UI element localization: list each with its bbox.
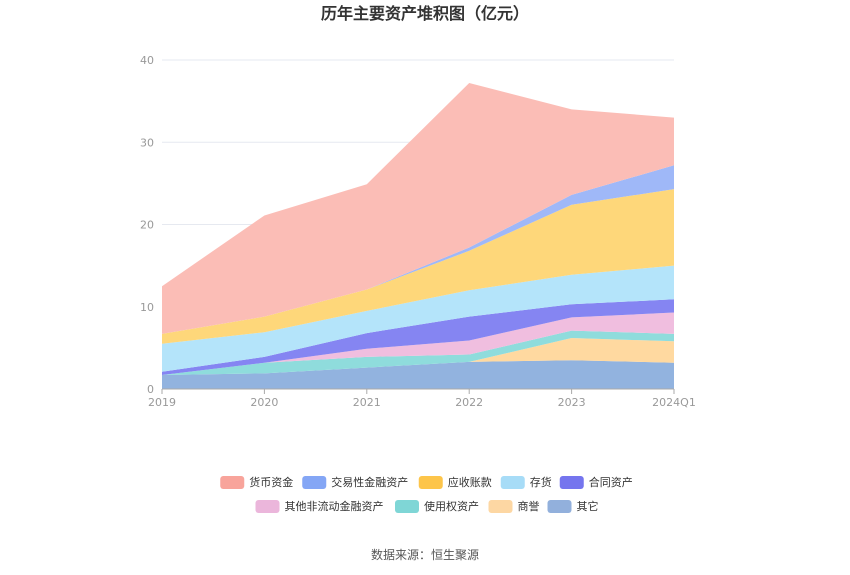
legend-label: 其它 — [577, 499, 599, 513]
legend-label: 存货 — [530, 475, 552, 489]
y-tick-label: 0 — [147, 383, 154, 396]
area-商誉 — [162, 338, 674, 375]
legend-swatch — [418, 476, 443, 489]
area-其它 — [162, 360, 674, 389]
legend-swatch — [547, 500, 572, 513]
legend-label: 其他非流动金融资产 — [285, 499, 384, 513]
legend-label: 货币资金 — [249, 475, 293, 489]
x-tick-label: 2022 — [455, 396, 483, 409]
y-tick-label: 30 — [140, 136, 154, 149]
x-tick-label: 2023 — [558, 396, 586, 409]
source-note: 数据来源：恒生聚源 — [371, 547, 479, 562]
area-货币资金 — [162, 83, 674, 334]
legend-item: 其他非流动金融资产 — [255, 499, 384, 513]
legend-label: 合同资产 — [589, 475, 633, 489]
legend-label: 使用权资产 — [424, 499, 479, 513]
area-应收账款 — [162, 189, 674, 344]
legend-swatch — [559, 476, 584, 489]
legend-item: 交易性金融资产 — [302, 475, 408, 489]
legend-swatch — [500, 476, 525, 489]
legend-label: 交易性金融资产 — [331, 475, 408, 489]
x-tick-label: 2020 — [250, 396, 278, 409]
legend-swatch — [255, 500, 280, 513]
chart-title: 历年主要资产堆积图（亿元） — [321, 4, 529, 23]
legend-item: 其它 — [547, 499, 599, 513]
legend-item: 使用权资产 — [395, 499, 479, 513]
x-tick-label: 2024Q1 — [652, 396, 696, 409]
legend-item: 应收账款 — [418, 475, 492, 489]
y-tick-label: 10 — [140, 301, 154, 314]
area-交易性金融资产 — [162, 165, 674, 334]
legend-swatch — [488, 500, 513, 513]
area-series — [162, 83, 674, 389]
y-tick-label: 20 — [140, 219, 154, 232]
legend-swatch — [220, 476, 245, 489]
legend-swatch — [302, 476, 327, 489]
legend-item: 存货 — [500, 475, 552, 489]
area-其他非流动金融资产 — [162, 312, 674, 375]
legend-item: 合同资产 — [559, 475, 633, 489]
area-使用权资产 — [162, 330, 674, 375]
legend-label: 应收账款 — [448, 475, 492, 489]
legend-item: 货币资金 — [220, 475, 293, 489]
legend-label: 商誉 — [518, 499, 540, 513]
x-tick-label: 2021 — [353, 396, 381, 409]
y-tick-label: 40 — [140, 54, 154, 67]
area-存货 — [162, 265, 674, 372]
x-tick-label: 2019 — [148, 396, 176, 409]
legend-swatch — [395, 500, 419, 513]
area-合同资产 — [162, 299, 674, 375]
legend-item: 商誉 — [488, 499, 540, 513]
axes: 0 10 20 30 40 2019 2020 2021 2022 2023 2024Q1 — [140, 54, 696, 409]
